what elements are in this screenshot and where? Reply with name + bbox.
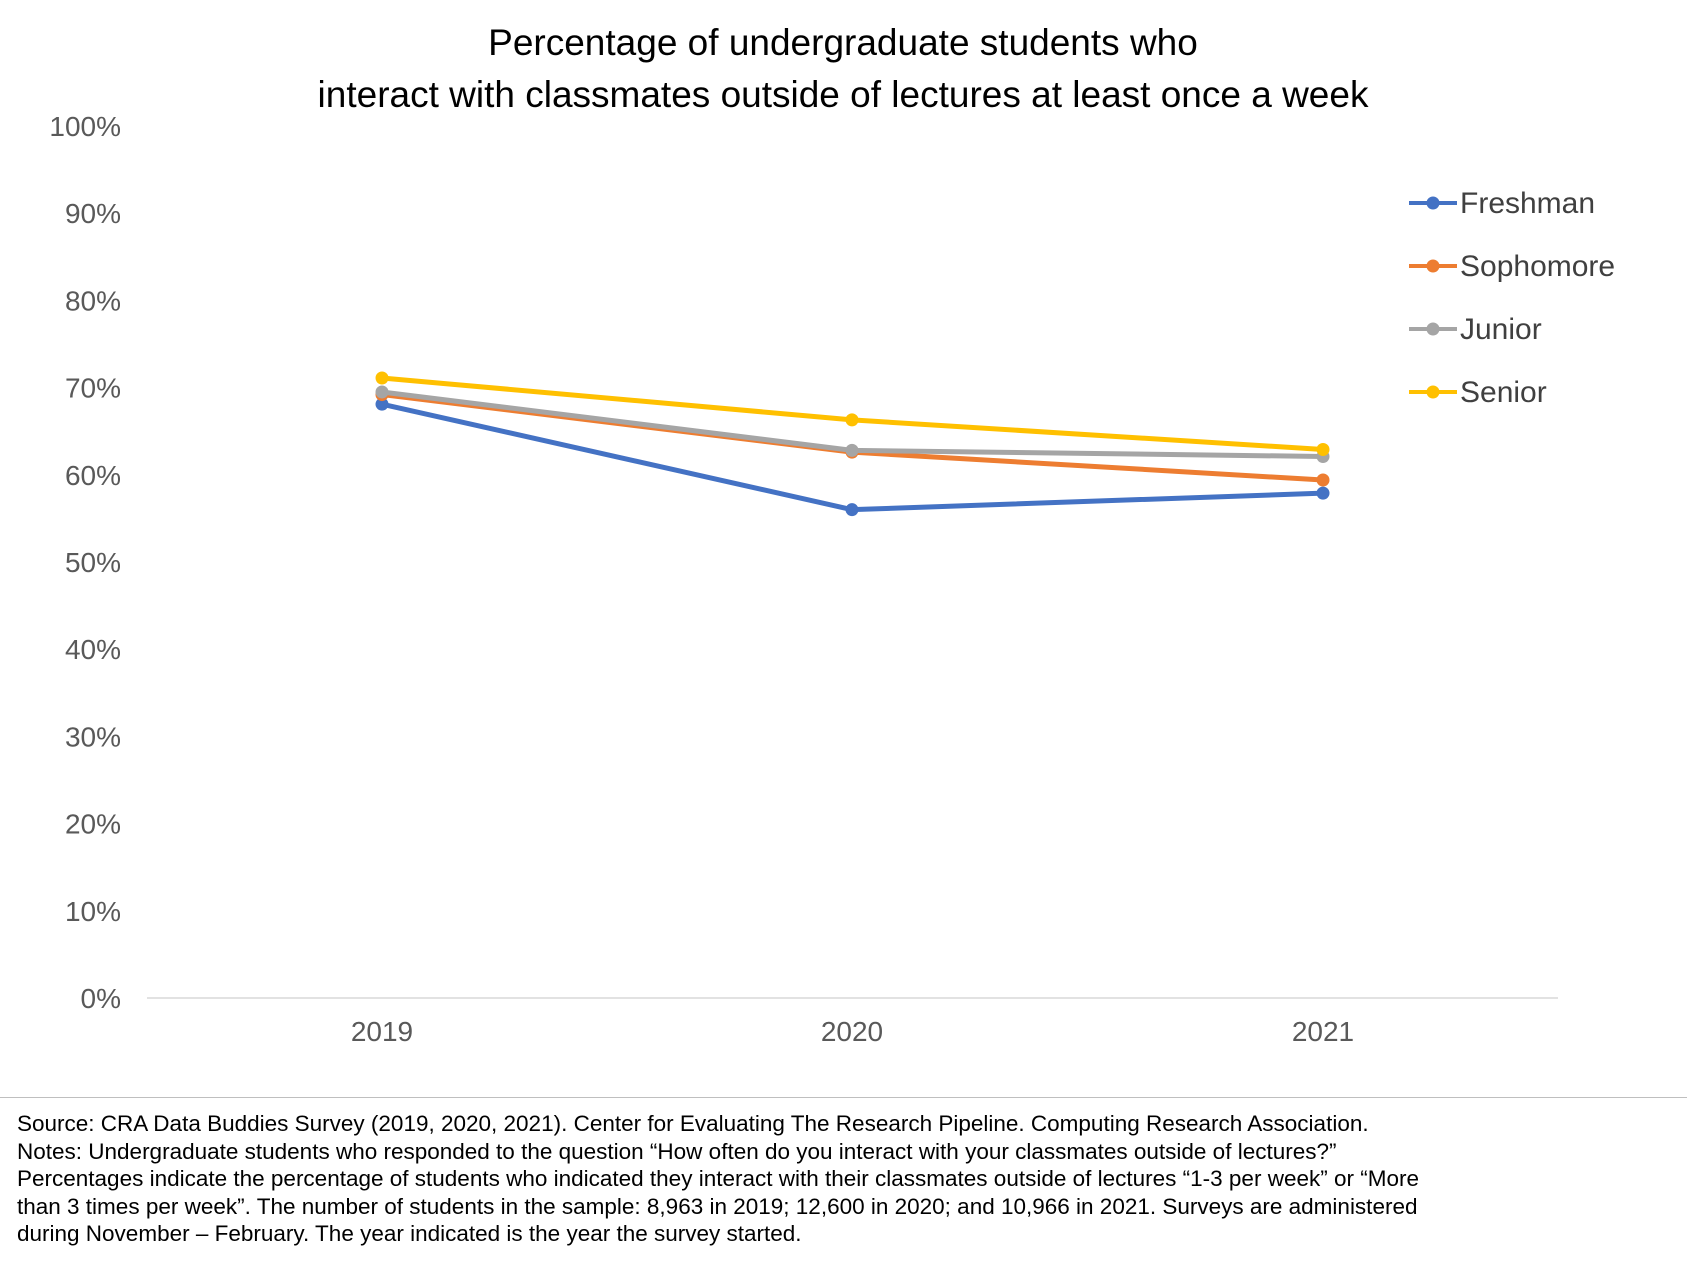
data-point: [845, 413, 859, 427]
y-tick-label: 70%: [65, 373, 121, 404]
footer-line: Percentages indicate the percentage of s…: [17, 1166, 1419, 1191]
legend-swatch-marker: [1426, 259, 1440, 273]
data-point: [375, 397, 389, 411]
source-notes: Source: CRA Data Buddies Survey (2019, 2…: [0, 1097, 1687, 1248]
chart-title: Percentage of undergraduate students who…: [318, 22, 1369, 115]
series-freshman: [375, 397, 1330, 517]
y-tick-label: 60%: [65, 460, 121, 491]
legend-item-senior: Senior: [1409, 376, 1547, 409]
x-axis: 2019 2020 2021: [147, 997, 1558, 1047]
legend-item-freshman: Freshman: [1409, 187, 1595, 220]
legend-swatch-marker: [1426, 385, 1440, 399]
data-point: [845, 503, 859, 517]
y-tick-label: 0%: [81, 983, 121, 1014]
legend-label: Senior: [1460, 376, 1547, 409]
data-point: [1316, 473, 1330, 487]
legend-swatch-marker: [1426, 196, 1440, 210]
footer-line: during November – February. The year ind…: [17, 1221, 802, 1246]
y-tick-label: 90%: [65, 198, 121, 229]
legend-label: Junior: [1460, 313, 1542, 346]
line-chart: Percentage of undergraduate students who…: [49, 22, 1615, 1047]
y-tick-label: 80%: [65, 285, 121, 316]
chart-title-line: interact with classmates outside of lect…: [318, 74, 1369, 115]
y-tick-label: 100%: [49, 111, 121, 142]
data-point: [1316, 486, 1330, 500]
legend-label: Freshman: [1460, 187, 1595, 220]
chart-title-line: Percentage of undergraduate students who: [488, 22, 1198, 63]
legend-item-junior: Junior: [1409, 313, 1542, 346]
series-senior: [375, 371, 1330, 457]
legend: Freshman Sophomore Junior Senior: [1409, 187, 1615, 409]
data-point: [845, 443, 859, 457]
y-axis-ticks: 0% 10% 20% 30% 40% 50% 60% 70% 80% 90% 100%: [49, 111, 121, 1014]
data-point: [1316, 443, 1330, 457]
y-tick-label: 20%: [65, 809, 121, 840]
footer-line: Notes: Undergraduate students who respon…: [17, 1138, 1337, 1164]
footer-line: than 3 times per week”. The number of st…: [17, 1193, 1418, 1219]
x-tick-label: 2021: [1292, 1016, 1354, 1047]
x-tick-label: 2019: [351, 1016, 413, 1047]
footer-line: Source: CRA Data Buddies Survey (2019, 2…: [17, 1111, 1369, 1136]
legend-item-sophomore: Sophomore: [1409, 250, 1615, 283]
data-point: [375, 385, 389, 399]
chart-series: [375, 371, 1330, 517]
x-tick-label: 2020: [821, 1016, 883, 1047]
y-tick-label: 10%: [65, 896, 121, 927]
legend-label: Sophomore: [1460, 250, 1615, 283]
y-tick-label: 40%: [65, 634, 121, 665]
y-tick-label: 30%: [65, 721, 121, 752]
data-point: [375, 371, 389, 385]
legend-swatch-marker: [1426, 322, 1440, 336]
y-tick-label: 50%: [65, 547, 121, 578]
